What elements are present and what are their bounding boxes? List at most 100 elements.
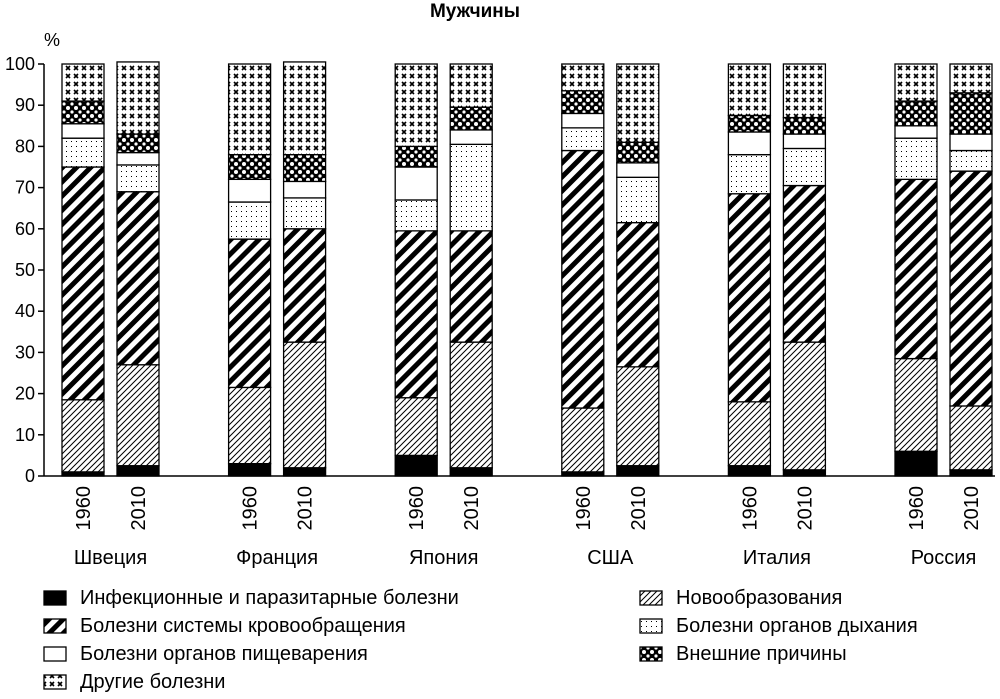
bar-segment	[561, 127, 605, 152]
bar-segment	[61, 166, 105, 401]
bar-segment	[227, 178, 272, 203]
bar-segment	[949, 405, 993, 471]
bar-segment	[727, 63, 772, 117]
y-tick-label: 80	[15, 136, 35, 156]
year-tick-label: 1960	[240, 486, 262, 531]
country-label: Япония	[409, 547, 478, 569]
year-tick-label: 2010	[295, 486, 317, 531]
bar-segment	[227, 462, 272, 477]
bar-segment	[449, 467, 493, 477]
bar-segment	[782, 147, 827, 187]
legend-swatch	[639, 618, 663, 634]
bar-segment	[61, 123, 105, 139]
year-tick-label: 2010	[461, 486, 483, 531]
year-tick-label: 2010	[128, 486, 150, 531]
year-tick-label: 1960	[573, 486, 595, 531]
legend-label: Болезни системы кровообращения	[80, 615, 406, 637]
bar-segment	[61, 100, 105, 125]
bar-segment	[727, 401, 772, 467]
bar-segment	[61, 399, 105, 473]
bar-segment	[782, 341, 827, 471]
legend-swatch	[639, 590, 663, 606]
bar-segment	[282, 228, 327, 343]
bar-segment	[116, 191, 160, 366]
x-axis-labels: 1960 2010 Швеция 1960 2010 Франция 1960 2010 Япо…	[73, 486, 983, 569]
bar-segment	[616, 366, 660, 467]
year-tick-label: 1960	[906, 486, 928, 531]
y-tick-label: 10	[15, 425, 35, 445]
bar-segment	[227, 386, 272, 465]
bar-segment	[282, 467, 327, 477]
y-axis: 0 10 20 30 40 50 60 70 80 90 100	[5, 54, 995, 486]
bar-segment	[282, 197, 327, 230]
bar-segment	[449, 129, 493, 145]
country-label: США	[587, 547, 634, 569]
bar-segment	[116, 133, 160, 154]
y-axis-unit-label: %	[44, 30, 60, 50]
y-tick-label: 50	[15, 260, 35, 280]
legend-swatch	[639, 646, 663, 662]
legend-label: Другие болезни	[80, 671, 225, 693]
bar-segment	[727, 114, 772, 133]
bar-segment	[616, 465, 660, 477]
bar-segment	[949, 149, 993, 172]
bar-segment	[282, 341, 327, 469]
bar-segment	[782, 133, 827, 150]
y-tick-label: 30	[15, 342, 35, 362]
bar-segment	[449, 341, 493, 469]
bar-segment	[949, 92, 993, 135]
year-tick-label: 2010	[961, 486, 983, 531]
bar-segment	[782, 116, 827, 135]
bar-segment	[116, 151, 160, 166]
year-tick-label: 2010	[794, 486, 816, 531]
bar-segment	[227, 201, 272, 240]
bar-segment	[782, 469, 827, 477]
bar-segment	[616, 63, 660, 143]
bar-segment	[616, 141, 660, 164]
bar-segment	[282, 61, 327, 156]
bar-segment	[394, 145, 438, 168]
bar-segment	[894, 178, 938, 360]
bar-segment	[949, 469, 993, 477]
country-label: Италия	[743, 547, 811, 569]
bar-segment	[116, 364, 160, 467]
bar-segment	[894, 100, 938, 127]
bar-segment	[61, 63, 105, 102]
bar-segment	[616, 176, 660, 224]
bar-segment	[894, 125, 938, 139]
bar-segment	[894, 63, 938, 102]
year-tick-label: 2010	[628, 486, 650, 531]
bar-segment	[727, 193, 772, 403]
bar-segment	[116, 164, 160, 193]
bar-segment	[449, 143, 493, 232]
bars	[61, 61, 993, 477]
legend-swatch	[43, 674, 67, 690]
bar-segment	[949, 170, 993, 407]
bar-segment	[949, 133, 993, 152]
bar-segment	[949, 63, 993, 94]
y-tick-label: 20	[15, 384, 35, 404]
bar-segment	[227, 153, 272, 181]
y-tick-label: 0	[25, 466, 35, 486]
bar-segment	[727, 153, 772, 195]
bar-segment	[116, 61, 160, 135]
bar-segment	[61, 137, 105, 168]
bar-segment	[449, 63, 493, 108]
country-label: Россия	[911, 547, 977, 569]
y-tick-label: 40	[15, 301, 35, 321]
y-tick-label: 60	[15, 219, 35, 239]
bar-segment	[894, 137, 938, 181]
legend-label: Инфекционные и паразитарные болезни	[80, 587, 459, 609]
bar-segment	[227, 63, 272, 156]
bar-segment	[394, 199, 438, 232]
bar-segment	[561, 90, 605, 115]
y-tick-label: 70	[15, 178, 35, 198]
legend-swatch	[43, 590, 67, 606]
bar-segment	[561, 112, 605, 129]
chart-title: Мужчины	[430, 1, 520, 22]
year-tick-label: 1960	[739, 486, 761, 531]
legend-label: Болезни органов пищеварения	[80, 643, 368, 665]
bar-segment	[282, 180, 327, 199]
bar-segment	[561, 149, 605, 409]
bar-segment	[894, 450, 938, 477]
